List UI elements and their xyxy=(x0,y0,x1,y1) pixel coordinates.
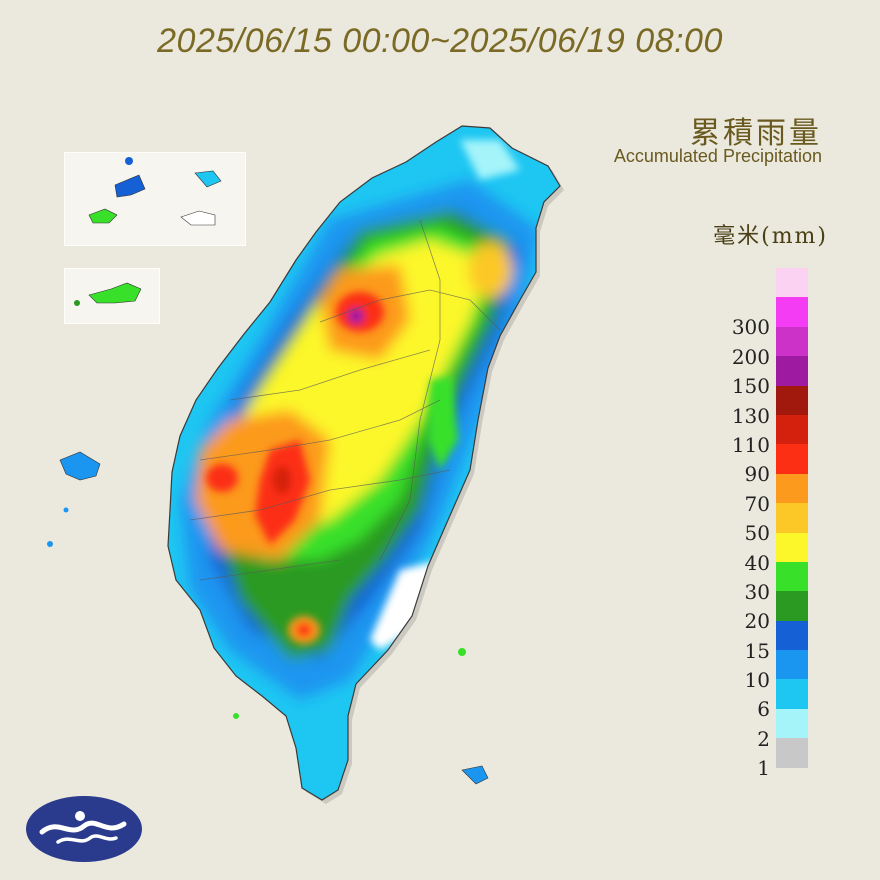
scale-label: 30 xyxy=(744,579,770,604)
scale-swatch xyxy=(776,708,808,739)
scale-label: 20 xyxy=(744,609,770,634)
scale-label: 40 xyxy=(744,550,770,575)
scale-label: 130 xyxy=(731,403,770,428)
scale-label: 15 xyxy=(744,638,770,663)
scale-label: 10 xyxy=(744,668,770,693)
scale-level: 50 xyxy=(732,503,812,545)
scale-swatch xyxy=(776,503,808,533)
scale-label: 6 xyxy=(757,697,770,722)
scale-level: 2 xyxy=(732,708,812,751)
scale-level: 6 xyxy=(732,679,812,721)
scale-label: 2 xyxy=(757,726,770,751)
rainfall-field xyxy=(168,126,560,800)
legend-title-zh: 累積雨量 xyxy=(690,116,822,151)
scale-label: 70 xyxy=(744,491,770,516)
scale-swatch xyxy=(776,650,808,680)
scale-level: 20 xyxy=(732,591,812,633)
legend-title-en: Accumulated Precipitation xyxy=(613,146,822,166)
scale-swatch xyxy=(776,591,808,621)
scale-swatch xyxy=(776,356,808,386)
scale-level: 200 xyxy=(732,326,812,369)
scale-label: 300 xyxy=(731,315,770,340)
scale-swatch xyxy=(776,326,808,357)
scale-level: 300 xyxy=(732,297,812,339)
scale-swatch xyxy=(776,473,808,504)
scale-swatch xyxy=(776,297,808,327)
scale-level: 10 xyxy=(732,650,812,692)
color-scale: 300 200 150 130 110 90 70 50 40 30 20 15 10 6 2 1 xyxy=(732,268,812,780)
scale-level: 40 xyxy=(732,532,812,575)
scale-label: 150 xyxy=(731,374,770,399)
scale-swatch xyxy=(776,620,808,651)
scale-level: 15 xyxy=(732,620,812,663)
scale-level xyxy=(732,268,812,298)
taiwan-outline xyxy=(167,125,561,801)
scale-level: 150 xyxy=(732,356,812,398)
scale-swatch xyxy=(776,679,808,709)
scale-level: 70 xyxy=(732,473,812,516)
scale-level: 30 xyxy=(732,561,812,604)
scale-level: 1 xyxy=(732,738,812,780)
scale-label: 1 xyxy=(757,756,770,781)
scale-level: 110 xyxy=(732,414,812,457)
kinmen-inset xyxy=(64,268,160,324)
time-range-title: 2025/06/15 00:00~2025/06/19 08:00 xyxy=(157,22,723,60)
scale-swatch xyxy=(776,561,808,592)
scale-label: 200 xyxy=(731,344,770,369)
scale-label: 90 xyxy=(744,462,770,487)
scale-swatch xyxy=(776,385,808,415)
scale-swatch xyxy=(776,414,808,445)
scale-swatch xyxy=(776,738,808,768)
cwa-logo xyxy=(26,796,142,862)
scale-swatch xyxy=(776,268,808,298)
scale-swatch xyxy=(776,444,808,474)
legend-unit: 毫米(mm) xyxy=(713,224,828,249)
scale-label: 50 xyxy=(744,521,770,546)
scale-level: 130 xyxy=(732,385,812,428)
matsu-inset xyxy=(64,152,246,246)
offshore-islands xyxy=(47,451,489,785)
scale-label: 110 xyxy=(731,432,770,457)
scale-level: 90 xyxy=(732,444,812,486)
scale-swatch xyxy=(776,532,808,562)
county-boundaries xyxy=(189,219,501,581)
